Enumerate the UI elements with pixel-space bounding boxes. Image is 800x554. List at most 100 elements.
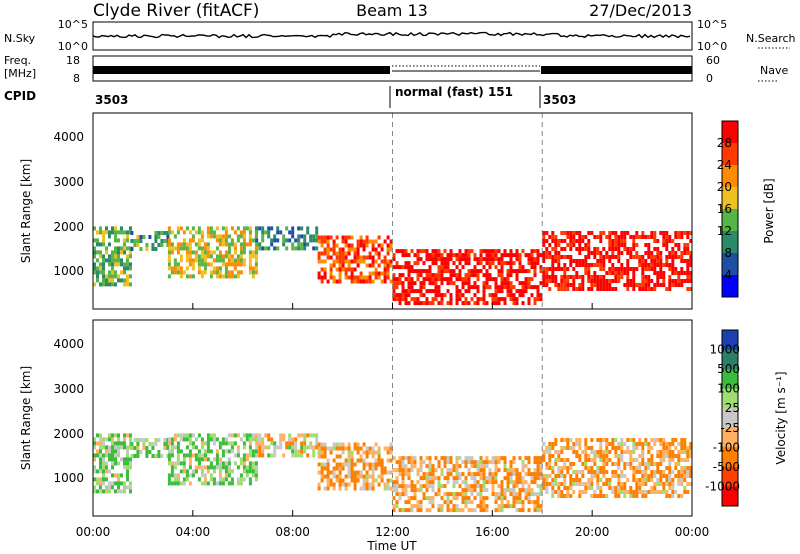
- power-cell: [422, 277, 426, 282]
- velocity-cell: [203, 453, 207, 458]
- power-cell: [224, 230, 228, 235]
- velocity-cell: [653, 482, 657, 486]
- power-cell: [215, 254, 219, 259]
- velocity-cell: [120, 489, 123, 494]
- velocity-cell: [641, 482, 645, 486]
- power-cell: [599, 251, 603, 255]
- power-cell: [686, 271, 690, 275]
- velocity-cell: [96, 477, 99, 482]
- power-cell: [329, 247, 333, 252]
- velocity-cell: [665, 474, 669, 478]
- velocity-cell: [407, 472, 411, 477]
- power-cell: [455, 301, 459, 306]
- velocity-colorbar-swatch: [722, 427, 738, 448]
- power-cell: [151, 243, 155, 247]
- power-cell: [602, 247, 606, 251]
- velocity-cell: [326, 478, 330, 483]
- velocity-cell: [267, 453, 271, 458]
- power-cell: [563, 275, 567, 279]
- velocity-cell: [650, 470, 654, 474]
- power-cell: [224, 226, 228, 231]
- power-colorbar-tick: 24: [717, 158, 732, 172]
- power-cell: [383, 239, 387, 244]
- power-cell: [395, 281, 399, 286]
- power-cell: [167, 258, 171, 263]
- power-cell: [653, 283, 657, 287]
- velocity-cell: [157, 450, 161, 454]
- velocity-cell: [185, 469, 189, 474]
- velocity-cell: [282, 453, 286, 458]
- power-cell: [617, 271, 621, 275]
- velocity-cell: [623, 494, 627, 498]
- power-cell: [584, 267, 588, 271]
- power-cell: [380, 243, 384, 248]
- velocity-cell: [443, 484, 447, 489]
- power-cell: [512, 253, 516, 258]
- power-cell: [545, 275, 549, 279]
- power-cell: [123, 246, 126, 251]
- velocity-cell: [644, 494, 648, 498]
- velocity-colorbar-swatch: [722, 388, 738, 409]
- power-cell: [482, 281, 486, 286]
- velocity-cell: [467, 496, 471, 501]
- power-cell: [341, 255, 345, 260]
- velocity-cell: [578, 442, 582, 446]
- velocity-cell: [680, 494, 684, 498]
- velocity-cell: [458, 464, 462, 469]
- power-cell: [611, 251, 615, 255]
- velocity-cell: [129, 457, 132, 462]
- power-cell: [497, 257, 501, 262]
- velocity-cell: [102, 457, 105, 462]
- velocity-cell: [452, 492, 456, 497]
- velocity-cell: [638, 466, 642, 470]
- power-colorbar-tick: 12: [717, 224, 732, 238]
- power-cell: [602, 275, 606, 279]
- velocity-colorbar-label: Velocity [m s⁻¹]: [774, 371, 788, 464]
- velocity-cell: [644, 474, 648, 478]
- velocity-cell: [482, 480, 486, 485]
- power-cell: [317, 251, 321, 256]
- velocity-cell: [428, 480, 432, 485]
- velocity-cell: [297, 453, 301, 458]
- power-cell: [332, 251, 336, 256]
- power-cell: [644, 263, 648, 267]
- power-cell: [425, 253, 429, 258]
- velocity-cell: [332, 474, 336, 479]
- power-cell: [371, 239, 375, 244]
- velocity-cell: [288, 437, 292, 442]
- power-cell: [170, 230, 174, 235]
- velocity-cell: [320, 442, 324, 447]
- power-cell: [554, 267, 558, 271]
- velocity-cell: [96, 433, 99, 438]
- velocity-cell: [650, 478, 654, 482]
- velocity-cell: [332, 446, 336, 451]
- velocity-cell: [686, 458, 690, 462]
- velocity-cell: [602, 458, 606, 462]
- velocity-cell: [431, 468, 435, 473]
- velocity-cell: [320, 474, 324, 479]
- power-cell: [578, 287, 582, 291]
- power-cell: [129, 262, 132, 267]
- velocity-cell: [123, 481, 126, 486]
- velocity-cell: [401, 484, 405, 489]
- power-cell: [209, 262, 213, 267]
- velocity-cell: [338, 470, 342, 475]
- velocity-cell: [255, 441, 259, 446]
- power-cell: [497, 301, 501, 306]
- velocity-cell: [491, 484, 495, 489]
- power-cell: [377, 251, 381, 256]
- power-cell: [605, 283, 609, 287]
- velocity-cell: [167, 457, 171, 462]
- velocity-cell: [626, 450, 630, 454]
- velocity-cell: [350, 478, 354, 483]
- velocity-cell: [377, 454, 381, 459]
- power-cell: [194, 254, 198, 259]
- velocity-cell: [224, 449, 228, 454]
- velocity-cell: [611, 490, 615, 494]
- velocity-cell: [279, 445, 283, 450]
- velocity-cell: [497, 456, 501, 461]
- velocity-cell: [359, 446, 363, 451]
- velocity-cell: [521, 460, 525, 465]
- power-cell: [464, 249, 468, 254]
- power-cell: [449, 253, 453, 258]
